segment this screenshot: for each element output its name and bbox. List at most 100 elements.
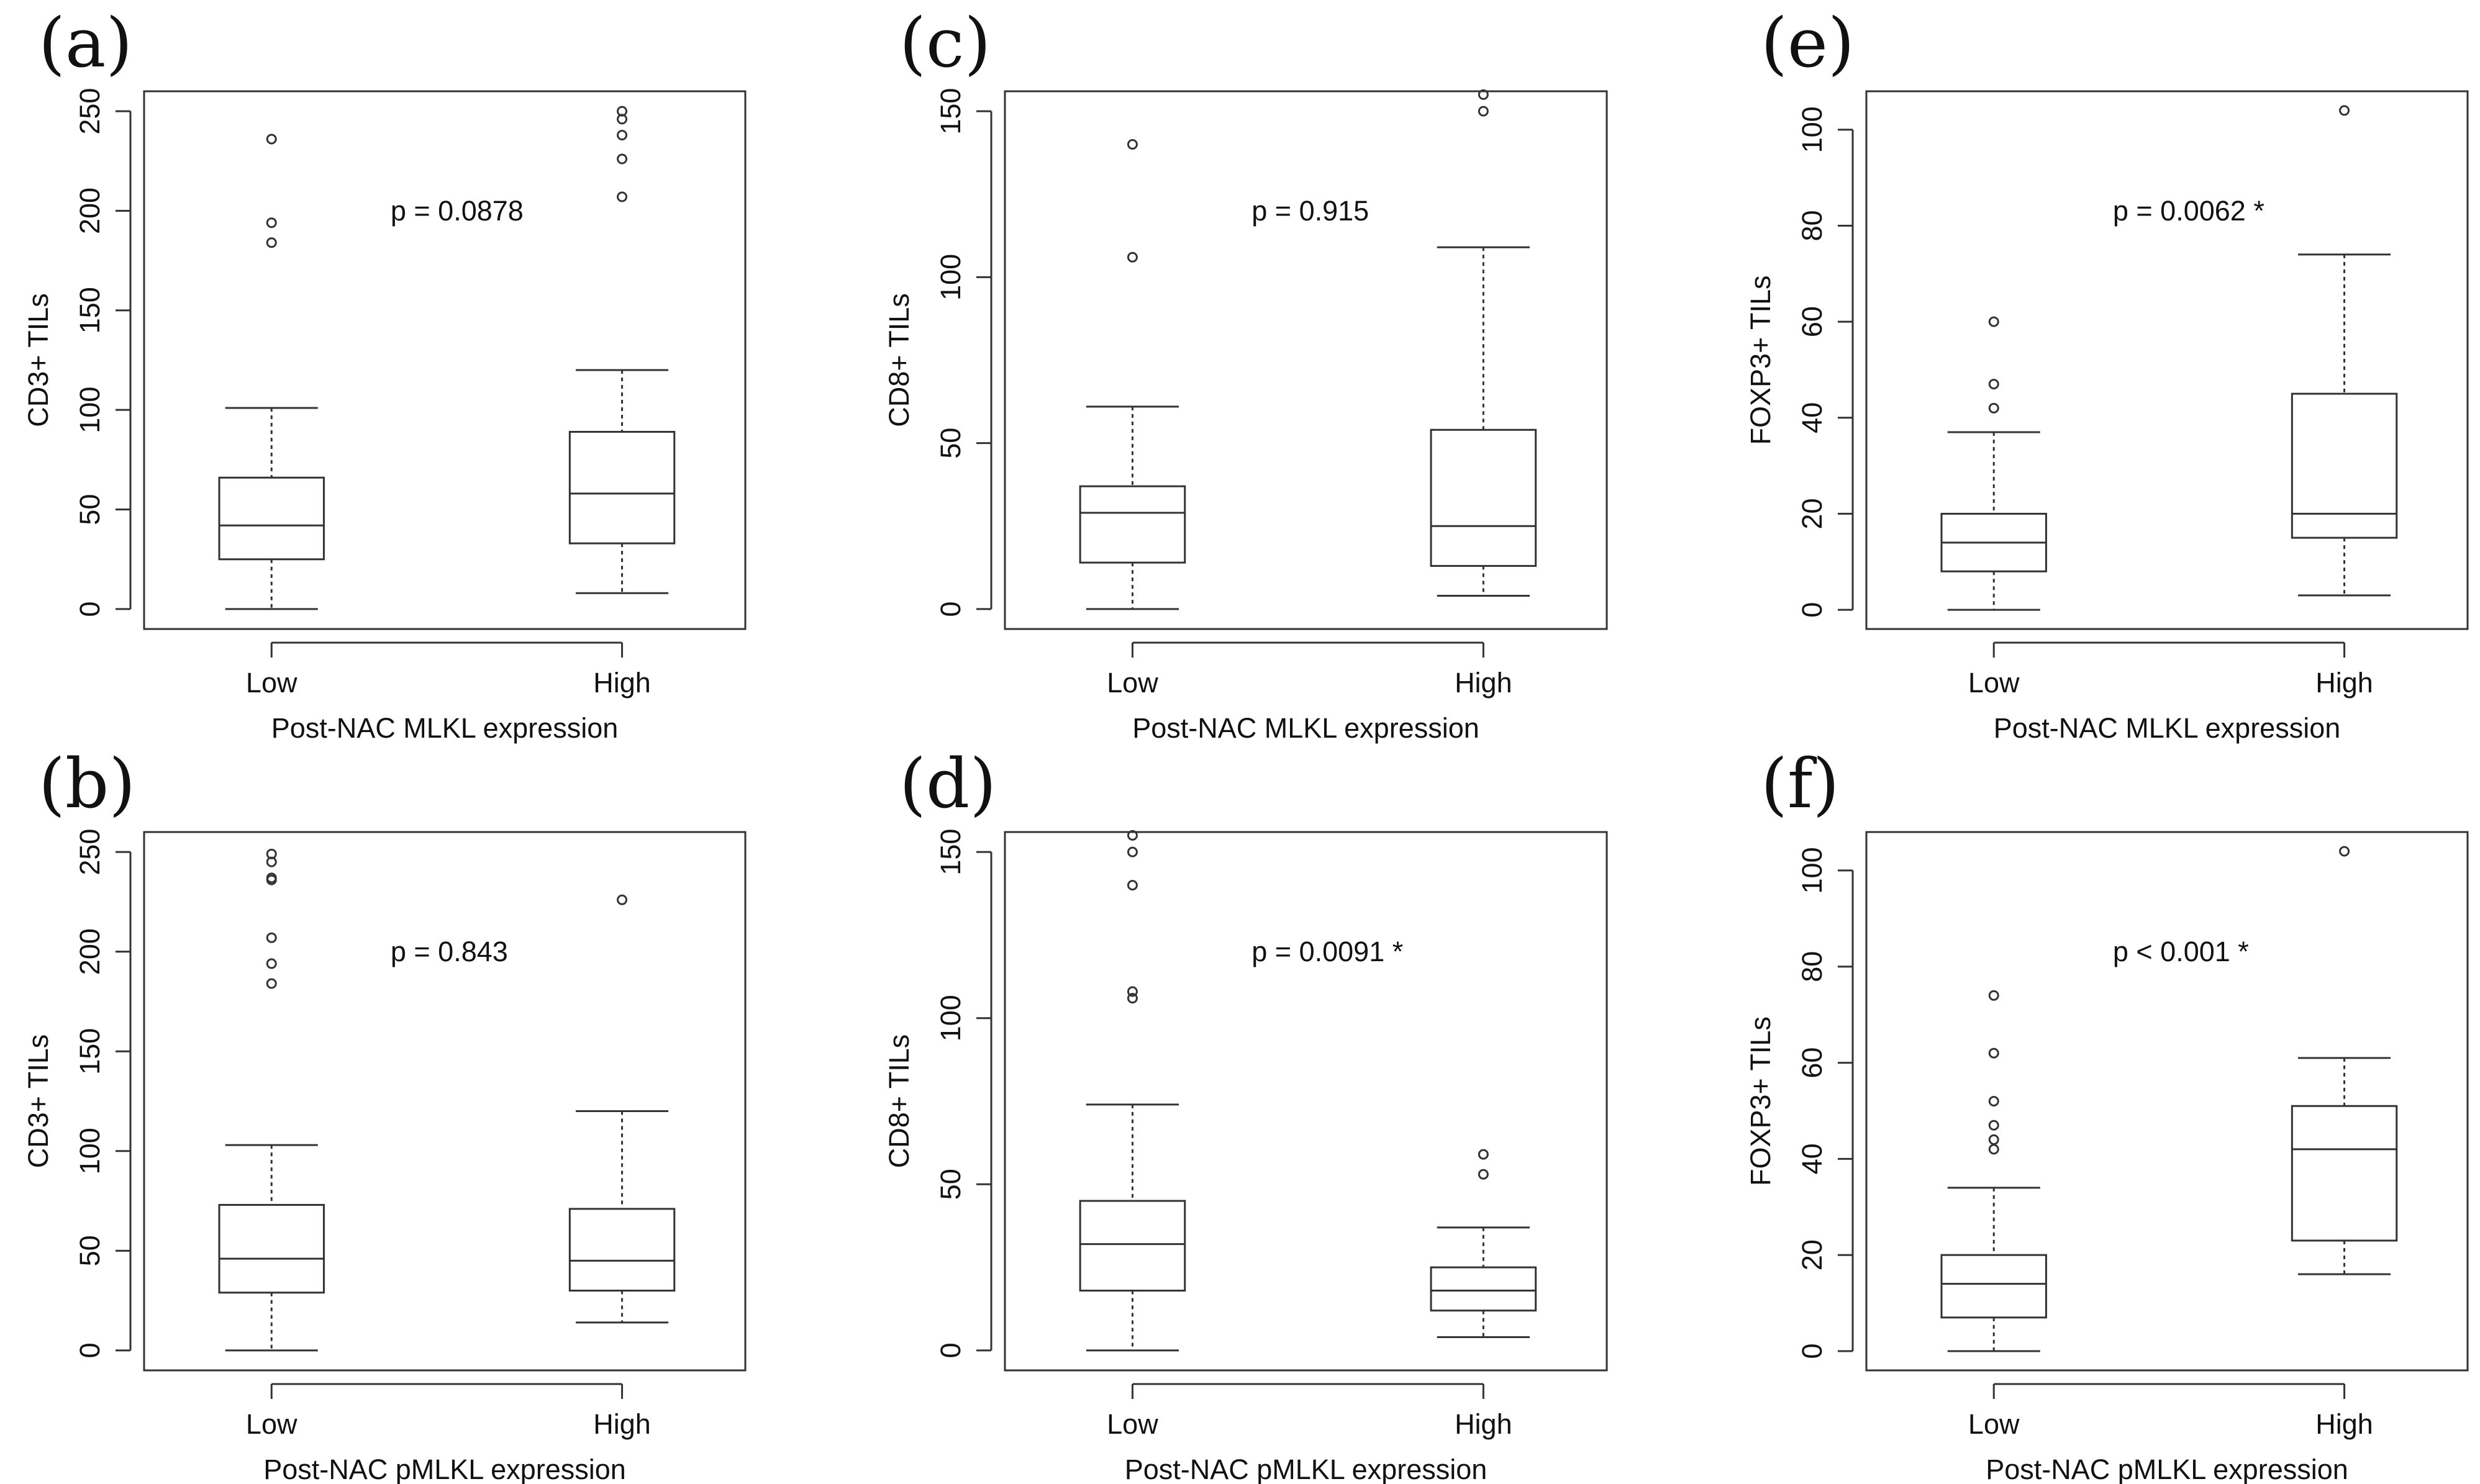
iqr-box — [1430, 1266, 1537, 1312]
panel-c: (c) 0 50 100 150 CD8+ TILs Low High Post-NAC MLK… — [883, 3, 1608, 744]
y-tick-label: 20 — [1796, 1239, 1828, 1270]
panel-f: (f) 0 20 40 60 80 100 FOXP3+ TILs Low High Post-NA… — [1745, 744, 2469, 1484]
iqr-box — [218, 476, 325, 561]
y-tick-label: 100 — [74, 1128, 106, 1174]
outlier-point — [1127, 880, 1138, 891]
iqr-box — [1079, 1200, 1186, 1292]
plot-frame — [1865, 90, 2469, 630]
plot-frame — [143, 90, 747, 630]
y-tick-label: 250 — [74, 829, 106, 875]
y-tick-label: 150 — [74, 1028, 106, 1075]
x-axis-title: Post-NAC pMLKL expression — [263, 1454, 626, 1484]
panel-label: (c) — [899, 3, 991, 83]
p-value-annotation: p = 0.0062 * — [2113, 195, 2264, 227]
outlier-point — [1988, 1134, 1999, 1145]
y-tick-label: 80 — [1796, 210, 1828, 241]
y-tick-label: 50 — [74, 494, 106, 525]
outlier-point — [1127, 830, 1138, 841]
panel-label: (d) — [899, 744, 996, 823]
outlier-point — [1988, 402, 1999, 414]
y-tick-label: 80 — [1796, 951, 1828, 982]
x-axis-title: Post-NAC pMLKL expression — [1125, 1454, 1488, 1484]
y-tick-label: 200 — [74, 928, 106, 975]
panel-label: (e) — [1761, 3, 1855, 83]
p-value-annotation: p = 0.0878 — [391, 195, 524, 227]
outlier-point — [1988, 316, 1999, 327]
panel-b: (b) 0 50 100 150 200 250 CD3+ TILs Low High Post-N… — [22, 744, 747, 1484]
x-tick-label-low: Low — [1107, 1408, 1158, 1440]
outlier-point — [1478, 1149, 1489, 1160]
y-axis-title: CD3+ TILs — [22, 293, 54, 427]
outlier-point — [266, 932, 277, 943]
outlier-point — [617, 894, 628, 905]
iqr-box — [568, 1208, 676, 1292]
x-tick-label-low: Low — [1968, 667, 2020, 699]
y-tick-label: 150 — [74, 287, 106, 333]
x-tick-label-low: Low — [1968, 1408, 2020, 1440]
outlier-point — [1988, 1096, 1999, 1106]
outlier-point — [1127, 846, 1138, 857]
y-tick-label: 40 — [1796, 402, 1828, 433]
plot-frame — [1004, 90, 1608, 630]
y-tick-label: 0 — [935, 1342, 966, 1358]
y-tick-label: 150 — [935, 829, 966, 875]
y-axis-title: CD8+ TILs — [883, 293, 915, 427]
x-tick-label-low: Low — [246, 667, 298, 699]
y-tick-label: 250 — [74, 88, 106, 135]
iqr-box — [1430, 428, 1537, 567]
outlier-point — [266, 978, 277, 989]
outlier-point — [1988, 990, 1999, 1001]
iqr-box — [1079, 485, 1186, 564]
y-tick-label: 0 — [1796, 1344, 1828, 1359]
plot-frame — [143, 831, 747, 1372]
box-low — [218, 133, 325, 610]
panel-a: (a) 0 50 100 150 200 250 CD3+ TILs Low High Post-N… — [22, 3, 747, 744]
outlier-point — [1478, 106, 1489, 117]
outlier-point — [266, 958, 277, 969]
y-tick-label: 0 — [935, 601, 966, 617]
box-low — [1940, 316, 2047, 611]
y-tick-label: 0 — [74, 1342, 106, 1358]
box-high — [2291, 105, 2398, 597]
outlier-point — [1988, 1047, 1999, 1059]
y-axis-title: CD8+ TILs — [883, 1034, 915, 1169]
outlier-point — [266, 217, 277, 228]
outlier-point — [617, 106, 628, 117]
outlier-point — [1988, 1120, 1999, 1131]
outlier-point — [1988, 1144, 1999, 1155]
x-tick-label-low: Low — [1107, 667, 1158, 699]
y-tick-label: 100 — [1796, 106, 1828, 153]
plot-frame — [1004, 831, 1608, 1372]
x-axis-title: Post-NAC MLKL expression — [1132, 712, 1479, 744]
y-tick-label: 20 — [1796, 498, 1828, 529]
x-axis-title: Post-NAC MLKL expression — [1994, 712, 2341, 744]
x-axis-title: Post-NAC MLKL expression — [271, 712, 619, 744]
y-axis-title: FOXP3+ TILs — [1745, 1016, 1776, 1186]
box-high — [2291, 846, 2398, 1275]
outlier-point — [266, 133, 277, 145]
x-tick-label-high: High — [593, 667, 651, 699]
outlier-point — [1127, 986, 1138, 997]
p-value-annotation: p = 0.843 — [391, 936, 508, 967]
outlier-point — [1478, 1169, 1489, 1180]
x-tick-label-high: High — [593, 1408, 651, 1440]
y-tick-label: 50 — [935, 428, 966, 459]
panel-label: (b) — [39, 744, 135, 823]
box-low — [1079, 830, 1186, 1352]
y-tick-label: 150 — [935, 88, 966, 135]
panel-e: (e) 0 20 40 60 80 100 FOXP3+ TILs Low High Post-NA… — [1745, 3, 2469, 744]
box-high — [568, 894, 676, 1324]
outlier-point — [266, 848, 277, 859]
iqr-box — [2291, 392, 2398, 539]
outlier-point — [1127, 139, 1138, 150]
p-value-annotation: p = 0.0091 * — [1251, 936, 1403, 967]
y-tick-label: 0 — [74, 601, 106, 617]
outlier-point — [1988, 379, 1999, 390]
x-tick-label-high: High — [1455, 1408, 1512, 1440]
outlier-point — [2339, 105, 2350, 116]
panel-d: (d) 0 50 100 150 CD8+ TILs Low High Post-NAC pML… — [883, 744, 1608, 1484]
outlier-point — [1127, 251, 1138, 263]
y-tick-label: 60 — [1796, 1047, 1828, 1079]
y-tick-label: 50 — [935, 1169, 966, 1200]
